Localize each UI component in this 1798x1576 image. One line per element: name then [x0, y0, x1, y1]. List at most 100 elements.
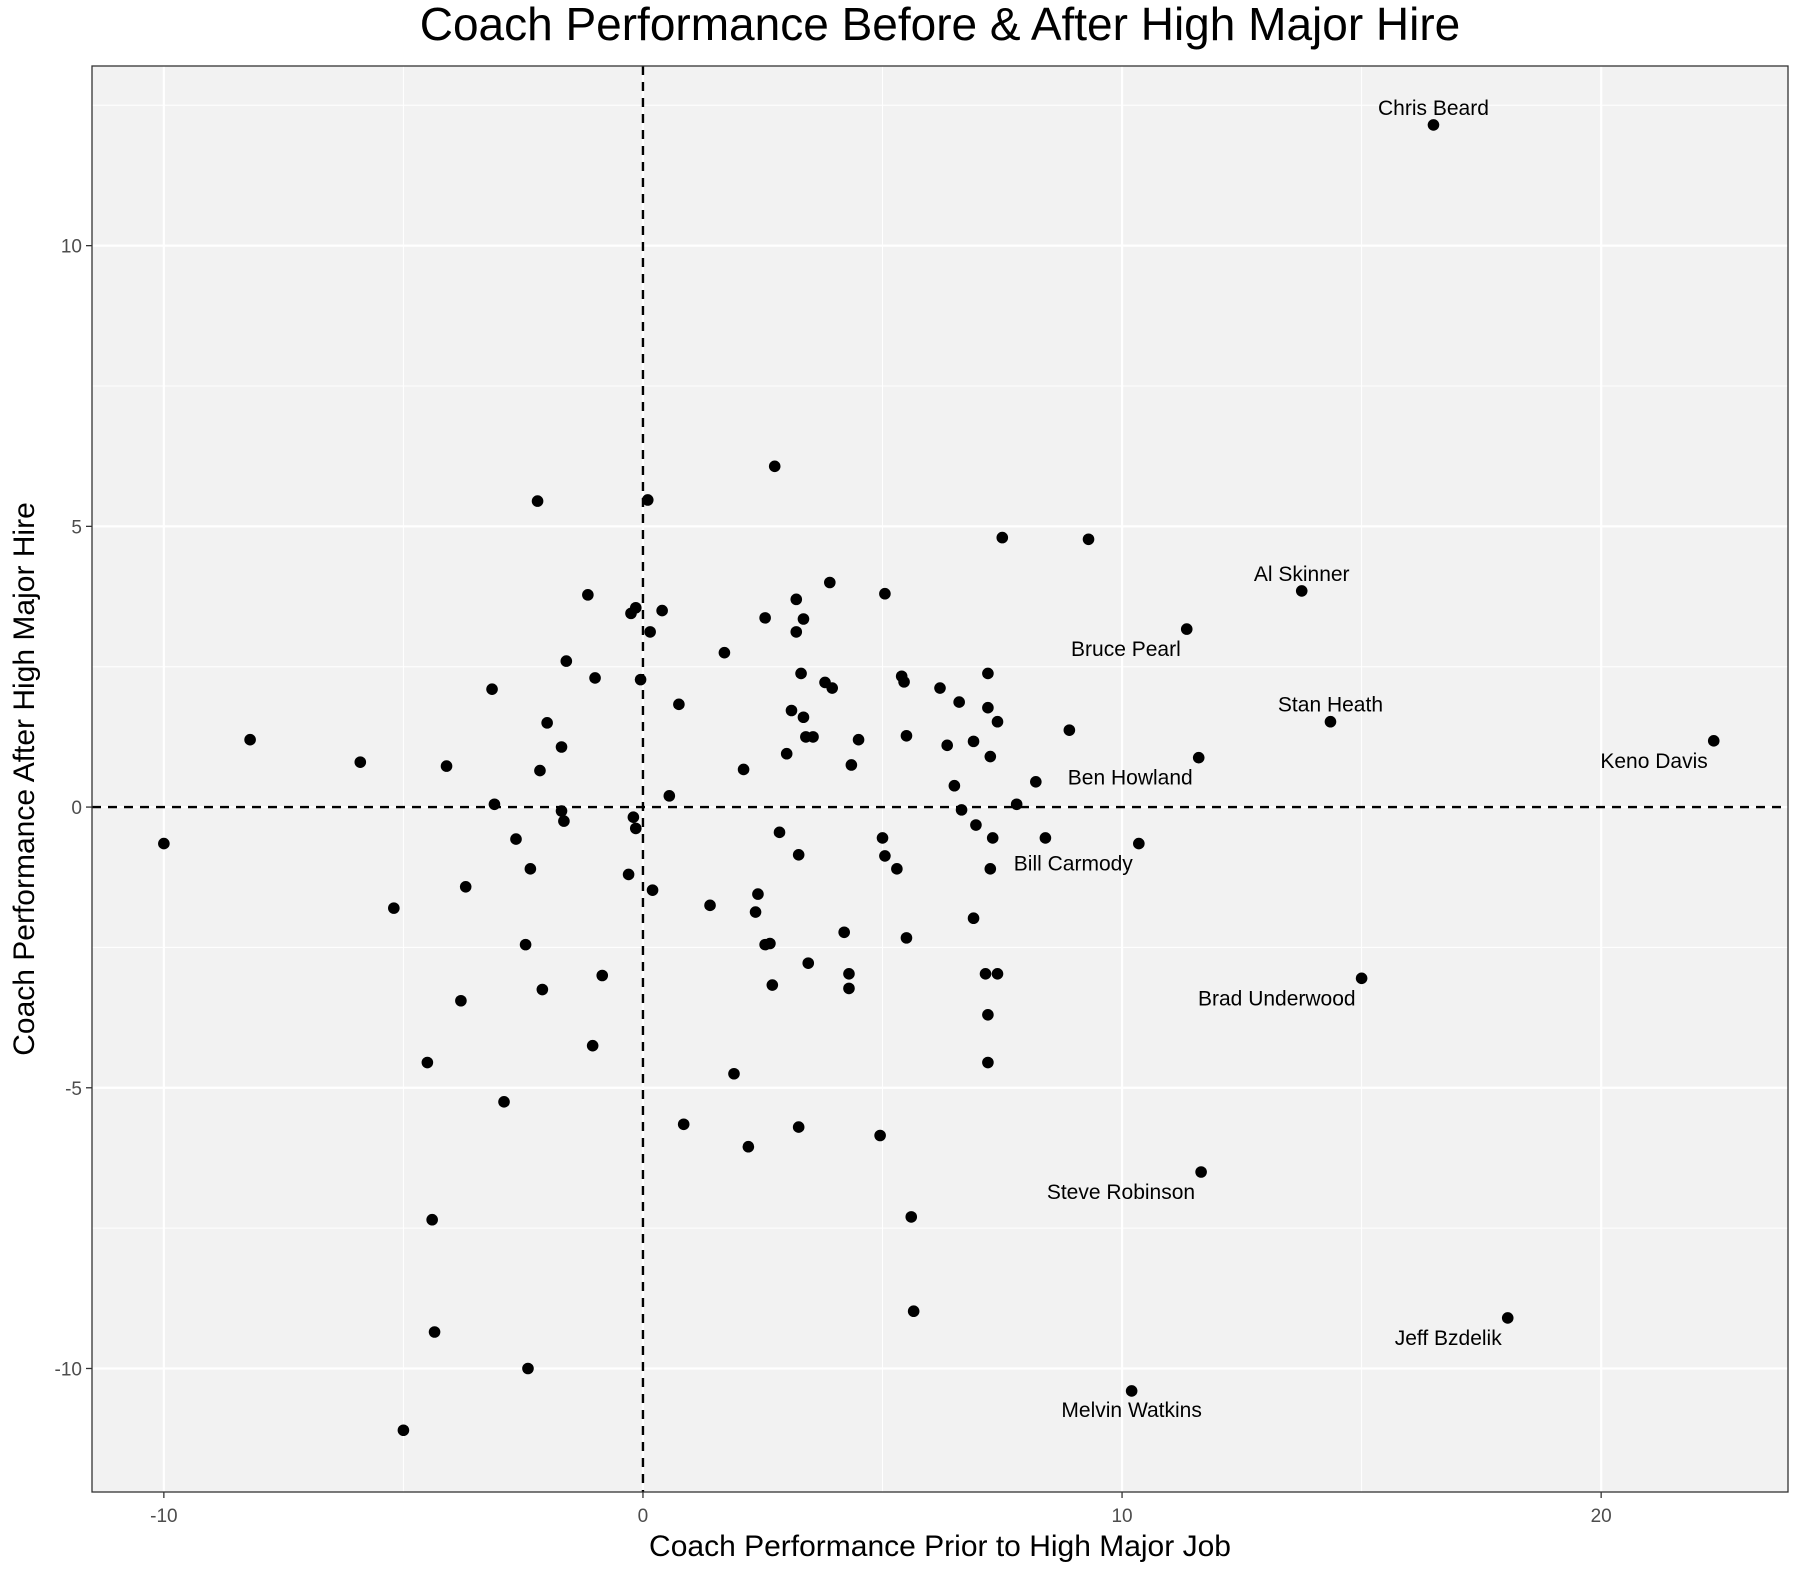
y-axis-title: Coach Performance After High Major Hire: [8, 502, 41, 1056]
data-point: [898, 676, 910, 688]
data-point: [158, 837, 170, 850]
data-point: [792, 848, 805, 861]
data-point: [455, 994, 467, 1007]
point-label: Stan Heath: [1278, 694, 1383, 717]
data-point: [982, 701, 994, 714]
data-point: [1039, 832, 1052, 844]
data-point: [948, 779, 961, 792]
data-point: [1030, 776, 1042, 788]
data-point: [879, 850, 891, 862]
data-point: [970, 819, 982, 831]
data-point: [996, 531, 1009, 544]
data-point: [768, 460, 781, 473]
data-point: [1192, 751, 1205, 764]
data-point: [428, 1326, 441, 1338]
data-point: [629, 601, 642, 614]
data-point: [486, 683, 498, 695]
point-label: Keno Davis: [1600, 750, 1707, 773]
data-point: [991, 968, 1004, 980]
data-point: [536, 983, 549, 996]
data-point: [555, 805, 568, 817]
data-point: [560, 655, 573, 667]
data-point: [646, 884, 659, 896]
point-label: Al Skinner: [1254, 563, 1350, 586]
data-point: [596, 969, 609, 982]
point-label: Jeff Bzdelik: [1395, 1327, 1502, 1350]
data-point: [589, 672, 601, 684]
data-point: [397, 1424, 410, 1437]
point-labels-layer: Melvin Watkins Bill Carmody Bruce Pearl Ben…: [1014, 97, 1708, 1422]
data-point: [797, 711, 810, 724]
data-point: [900, 729, 913, 742]
data-point: [354, 756, 367, 768]
x-tick-label: 0: [638, 1506, 649, 1527]
data-point: [555, 741, 568, 753]
point-label: Steve Robinson: [1047, 1181, 1195, 1204]
data-point: [752, 888, 764, 900]
x-axis-title: Coach Performance Prior to High Major Jo…: [649, 1530, 1231, 1563]
data-point: [986, 832, 999, 844]
data-point: [780, 747, 793, 760]
data-point: [1010, 798, 1023, 811]
data-point: [953, 696, 965, 708]
reference-lines: [92, 66, 1788, 1492]
data-point: [984, 863, 997, 875]
data-point: [656, 604, 668, 617]
data-point: [586, 1039, 599, 1052]
data-point: [941, 739, 953, 752]
x-tick-label: -10: [150, 1506, 177, 1527]
y-tick-label: 0: [71, 798, 82, 819]
data-point: [1707, 735, 1720, 747]
data-point: [519, 938, 532, 951]
data-point: [967, 735, 980, 748]
point-label: Melvin Watkins: [1061, 1399, 1201, 1422]
data-point: [1295, 585, 1308, 597]
point-label: Ben Howland: [1068, 767, 1193, 790]
data-point: [907, 1305, 920, 1318]
minor-grid: [92, 66, 1788, 1492]
data-point: [982, 1056, 994, 1069]
data-point: [677, 1118, 690, 1131]
data-point: [891, 863, 903, 875]
data-point: [759, 612, 771, 624]
point-label: Chris Beard: [1378, 97, 1489, 120]
plot-panel: [92, 66, 1788, 1492]
point-label: Brad Underwood: [1198, 987, 1356, 1010]
data-point: [663, 790, 676, 802]
point-label: Bill Carmody: [1014, 853, 1134, 876]
data-point: [802, 957, 815, 969]
data-point: [673, 698, 685, 711]
chart-title: Coach Performance Before & After High Ma…: [420, 0, 1461, 50]
data-point: [1195, 1166, 1207, 1178]
data-point: [982, 1008, 994, 1021]
data-point: [900, 932, 913, 944]
data-point: [728, 1067, 740, 1080]
data-point: [790, 593, 803, 606]
data-point: [558, 815, 570, 827]
data-point: [244, 733, 256, 746]
data-point: [388, 902, 400, 914]
data-point: [807, 731, 819, 743]
data-point: [773, 826, 786, 839]
data-point: [792, 1121, 805, 1133]
data-point: [510, 833, 522, 845]
data-point: [905, 1211, 918, 1223]
data-point: [1427, 119, 1440, 131]
data-point: [766, 979, 779, 991]
data-point: [488, 798, 501, 811]
point-label: Bruce Pearl: [1071, 638, 1181, 661]
data-point: [531, 495, 544, 507]
plot-border: [91, 65, 1789, 1493]
data-point: [824, 576, 836, 589]
data-point: [979, 968, 992, 980]
data-point: [1180, 623, 1193, 635]
data-point: [1324, 715, 1337, 728]
x-tick-label: 10: [1111, 1506, 1132, 1527]
data-point: [845, 759, 858, 771]
data-point: [1125, 1385, 1138, 1397]
data-point: [826, 682, 839, 694]
data-point: [984, 750, 997, 763]
y-tick-label: 5: [71, 517, 82, 538]
data-point: [742, 1140, 755, 1153]
